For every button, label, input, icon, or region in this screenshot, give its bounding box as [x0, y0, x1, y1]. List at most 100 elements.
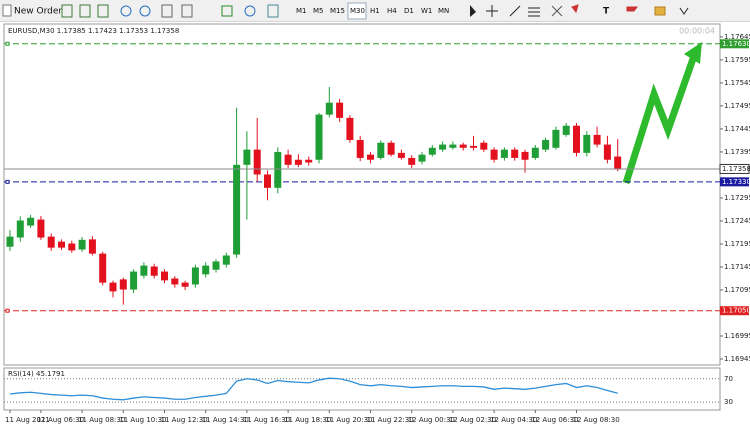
x-tick-label: 12 Aug 00:30 [408, 416, 455, 424]
candle-body [264, 174, 271, 188]
candle-body [490, 149, 498, 160]
rsi-line [9, 377, 618, 401]
icon[interactable] [61, 4, 73, 18]
timeframe-button[interactable]: D1 [404, 7, 414, 15]
icon[interactable] [571, 4, 579, 14]
x-tick-label: 12 Aug 02:30 [449, 416, 496, 424]
y-tick-label: 1.17245 [724, 217, 750, 225]
candle-body [305, 159, 313, 163]
y-tick-label: 1.16945 [724, 355, 750, 363]
candle-body [459, 144, 467, 148]
low-value: 1.17353 [119, 27, 148, 35]
timeframe-button[interactable]: M5 [313, 7, 324, 15]
icon[interactable] [267, 4, 279, 18]
level-label: 1.17330 [722, 178, 750, 186]
x-tick-label: 11 Aug 08:30 [78, 416, 125, 424]
y-tick-label: 1.17195 [724, 240, 750, 248]
price-label: 1.17358 [722, 165, 750, 173]
y-tick-label: 1.17645 [724, 33, 750, 41]
timeframe-button[interactable]: W1 [421, 7, 432, 15]
candle-body [439, 144, 447, 150]
icon[interactable] [528, 7, 540, 17]
icon[interactable] [181, 4, 193, 18]
icon[interactable] [679, 7, 689, 15]
rsi-tick-label: 70 [724, 375, 733, 383]
candle-body [161, 271, 168, 281]
icon[interactable] [221, 5, 233, 17]
icon[interactable] [509, 5, 521, 17]
candle-body [140, 265, 148, 276]
timeframe-button[interactable]: MN [438, 7, 449, 15]
icon[interactable]: T [603, 7, 610, 17]
timeframe-button[interactable]: H1 [370, 7, 380, 15]
icon[interactable] [161, 4, 173, 18]
chart-header: EURUSD,M30 1.17385 1.17423 1.17353 1.173… [8, 27, 179, 35]
candle-body [573, 125, 580, 153]
y-tick-label: 1.17295 [724, 194, 750, 202]
icon[interactable] [120, 5, 132, 17]
candle-body [336, 102, 344, 118]
icon[interactable] [244, 5, 256, 17]
level-anchor [5, 41, 10, 46]
timeframe-button[interactable]: M15 [330, 7, 345, 15]
candle-body [387, 142, 395, 155]
icon[interactable] [551, 5, 563, 17]
candle-body [47, 236, 55, 248]
icon[interactable] [470, 5, 476, 17]
level-label-box [720, 39, 749, 49]
icon [2, 4, 12, 17]
timeframe-button[interactable]: H4 [387, 7, 397, 15]
candle-body [325, 102, 333, 115]
candle-body [428, 147, 436, 155]
candle-body [542, 139, 550, 150]
candle-body [109, 282, 117, 292]
x-tick-label: 12 Aug 04:30 [490, 416, 537, 424]
candle-body [27, 217, 35, 226]
x-tick-label: 11 Aug 2021 [5, 416, 50, 424]
rsi-tick-label: 30 [724, 398, 733, 406]
candle-body [284, 154, 292, 165]
new-order-button[interactable]: New Order [2, 4, 62, 17]
chart: EURUSD,M30 1.17385 1.17423 1.17353 1.173… [3, 23, 750, 424]
candle-body [521, 151, 529, 160]
candle-body [449, 144, 457, 148]
level-label: 1.17630 [722, 40, 750, 48]
candle-body [16, 220, 24, 238]
timeframe-button[interactable]: M1 [296, 7, 307, 15]
level-label: 1.17050 [722, 307, 750, 315]
candle-body [531, 147, 539, 158]
icon[interactable] [486, 5, 498, 17]
price-label-box [719, 163, 750, 174]
candle-body [408, 157, 416, 165]
x-tick-label: 11 Aug 10:30 [119, 416, 166, 424]
y-tick-label: 1.17395 [724, 148, 750, 156]
candle-body [233, 164, 241, 255]
x-tick-label: 11 Aug 16:30 [243, 416, 290, 424]
icon[interactable] [97, 4, 109, 18]
timeframe-button[interactable]: M30 [350, 7, 365, 15]
x-tick-label: 11 Aug 18:30 [284, 416, 331, 424]
icon[interactable] [626, 6, 638, 12]
candle-body [6, 236, 14, 247]
level-anchor [5, 308, 10, 313]
candle-body [377, 142, 385, 158]
x-tick-label: 11 Aug 12:30 [161, 416, 208, 424]
icon[interactable] [79, 4, 91, 18]
close-value: 1.17358 [150, 27, 179, 35]
candle-body [614, 156, 622, 169]
toolbar-icons: T [61, 4, 689, 18]
icon[interactable] [654, 6, 666, 16]
candle-body [346, 117, 354, 140]
x-tick-label: 12 Aug 06:30 [531, 416, 578, 424]
icon[interactable] [139, 5, 151, 17]
open-value: 1.17385 [57, 27, 86, 35]
candle-body [212, 261, 220, 270]
x-tick-label: 11 Aug 22:30 [367, 416, 414, 424]
candle-body [150, 266, 158, 276]
candle-body [78, 239, 86, 250]
candle-body [191, 267, 199, 285]
symbol: EURUSD,M30 [8, 27, 55, 35]
button-label: New Order [14, 7, 62, 17]
candle-body [119, 279, 127, 290]
